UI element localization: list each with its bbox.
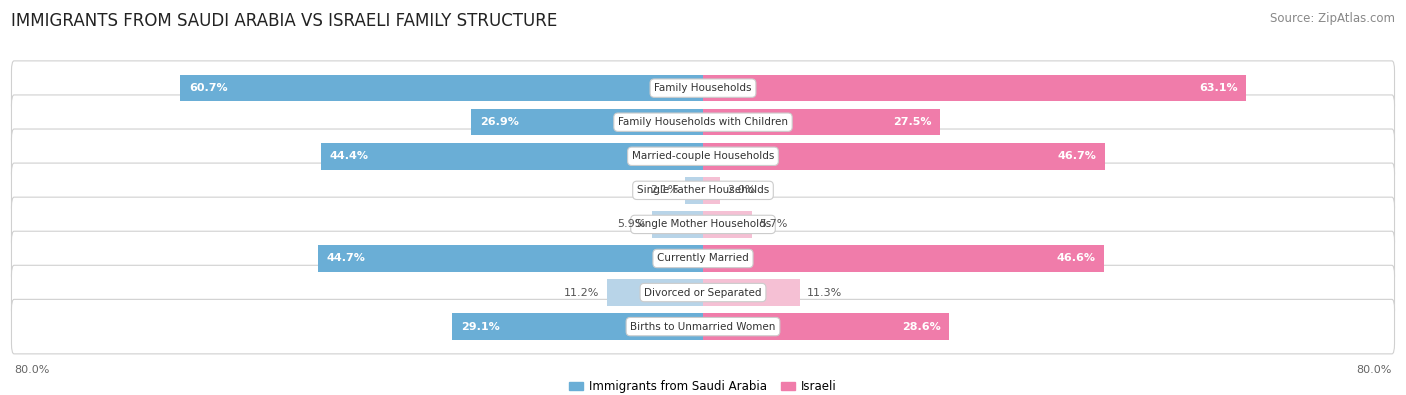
Bar xyxy=(703,313,949,340)
FancyBboxPatch shape xyxy=(11,95,1395,149)
Bar xyxy=(321,143,703,169)
FancyBboxPatch shape xyxy=(11,61,1395,115)
Text: 44.7%: 44.7% xyxy=(326,254,366,263)
Bar xyxy=(703,143,1105,169)
Text: 26.9%: 26.9% xyxy=(479,117,519,127)
Text: Currently Married: Currently Married xyxy=(657,254,749,263)
Text: 2.1%: 2.1% xyxy=(650,185,678,196)
Text: 5.9%: 5.9% xyxy=(617,219,645,229)
Bar xyxy=(453,313,703,340)
Text: 46.7%: 46.7% xyxy=(1057,151,1097,161)
FancyBboxPatch shape xyxy=(11,265,1395,320)
Bar xyxy=(606,279,703,306)
Text: 11.3%: 11.3% xyxy=(807,288,842,297)
FancyBboxPatch shape xyxy=(11,197,1395,252)
Text: 29.1%: 29.1% xyxy=(461,322,499,332)
Text: 46.6%: 46.6% xyxy=(1057,254,1095,263)
Text: Divorced or Separated: Divorced or Separated xyxy=(644,288,762,297)
Text: 80.0%: 80.0% xyxy=(14,365,49,375)
Text: 27.5%: 27.5% xyxy=(893,117,931,127)
Bar xyxy=(703,109,939,135)
Bar xyxy=(471,109,703,135)
FancyBboxPatch shape xyxy=(11,163,1395,218)
Bar xyxy=(318,245,703,272)
Text: Source: ZipAtlas.com: Source: ZipAtlas.com xyxy=(1270,12,1395,25)
Text: Single Mother Households: Single Mother Households xyxy=(636,219,770,229)
Bar xyxy=(703,211,752,238)
Text: 28.6%: 28.6% xyxy=(901,322,941,332)
Text: Family Households: Family Households xyxy=(654,83,752,93)
Text: 2.0%: 2.0% xyxy=(727,185,755,196)
Text: 11.2%: 11.2% xyxy=(564,288,599,297)
Bar xyxy=(652,211,703,238)
Text: 63.1%: 63.1% xyxy=(1199,83,1237,93)
Text: Births to Unmarried Women: Births to Unmarried Women xyxy=(630,322,776,332)
Bar xyxy=(180,75,703,102)
Bar xyxy=(703,75,1246,102)
Bar xyxy=(703,279,800,306)
Text: 60.7%: 60.7% xyxy=(188,83,228,93)
Text: 80.0%: 80.0% xyxy=(1357,365,1392,375)
FancyBboxPatch shape xyxy=(11,299,1395,354)
Text: Single Father Households: Single Father Households xyxy=(637,185,769,196)
Text: IMMIGRANTS FROM SAUDI ARABIA VS ISRAELI FAMILY STRUCTURE: IMMIGRANTS FROM SAUDI ARABIA VS ISRAELI … xyxy=(11,12,558,30)
Text: Married-couple Households: Married-couple Households xyxy=(631,151,775,161)
Bar xyxy=(703,245,1104,272)
Text: Family Households with Children: Family Households with Children xyxy=(619,117,787,127)
Text: 44.4%: 44.4% xyxy=(329,151,368,161)
Text: 5.7%: 5.7% xyxy=(759,219,787,229)
FancyBboxPatch shape xyxy=(11,231,1395,286)
Bar xyxy=(703,177,720,204)
FancyBboxPatch shape xyxy=(11,129,1395,184)
Legend: Immigrants from Saudi Arabia, Israeli: Immigrants from Saudi Arabia, Israeli xyxy=(564,375,842,395)
Bar xyxy=(685,177,703,204)
